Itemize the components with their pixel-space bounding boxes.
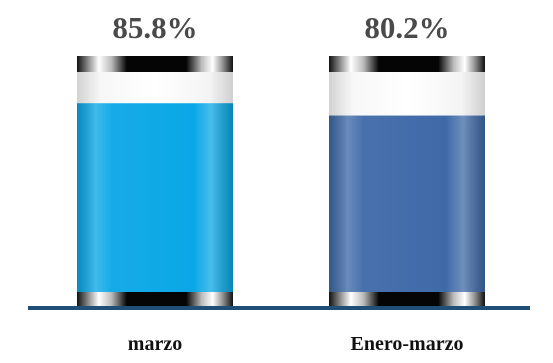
value-label: 85.8%	[112, 10, 197, 45]
category-label: Enero-marzo	[351, 333, 464, 355]
battery-bar-2	[329, 56, 485, 306]
bar-top-cap	[329, 56, 485, 72]
bar-fill-shading	[77, 103, 233, 293]
category-label: marzo	[128, 333, 182, 355]
bar-top-cap	[77, 56, 233, 72]
value-label: 80.2%	[364, 10, 449, 45]
bar-bottom-cap	[329, 292, 485, 306]
bar-fill-shading	[329, 115, 485, 292]
battery-bar-1	[77, 56, 233, 306]
bar-bottom-cap	[77, 292, 233, 306]
bars-layer	[77, 56, 485, 306]
labels-layer: 85.8% marzo 80.2% Enero-marzo	[112, 10, 463, 355]
